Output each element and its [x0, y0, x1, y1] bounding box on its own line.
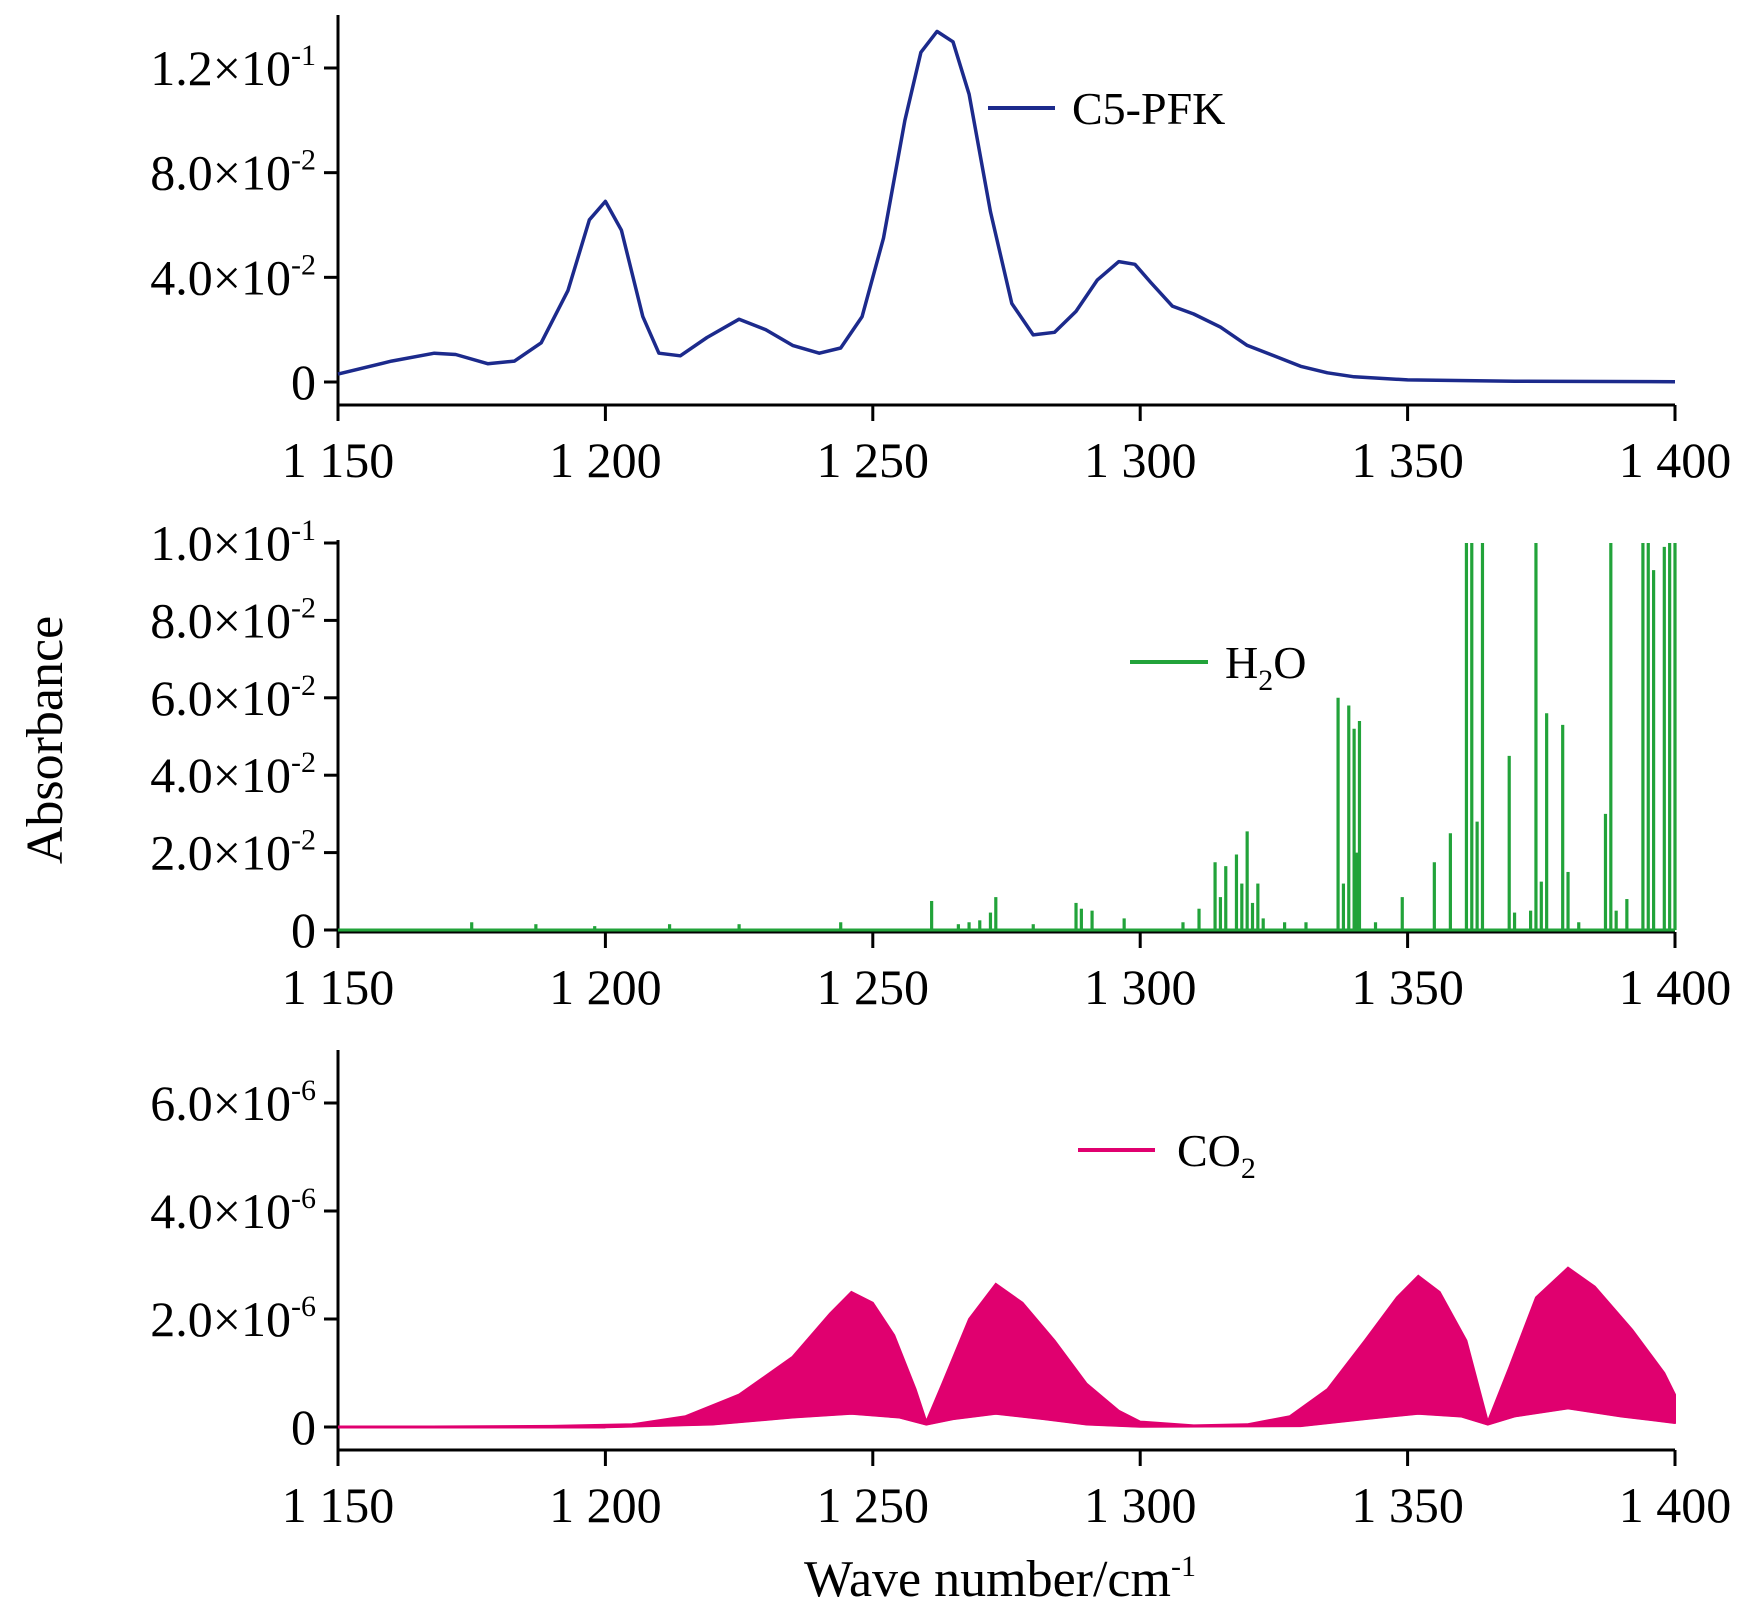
legend-label: C5-PFK — [1072, 83, 1225, 134]
y-tick-exponent: -2 — [291, 669, 316, 702]
y-tick-label: 1.0×10-1 — [150, 514, 316, 571]
y-tick-exponent: -6 — [291, 1182, 316, 1215]
y-tick-mantissa: 6.0×10 — [150, 670, 291, 726]
y-tick-label: 4.0×10-2 — [150, 746, 316, 803]
y-tick-label: 1.2×10-1 — [150, 39, 316, 96]
x-tick-label: 1 150 — [282, 432, 395, 488]
y-tick-exponent: -2 — [291, 144, 316, 177]
y-tick-exponent: -1 — [291, 514, 316, 547]
y-tick-mantissa: 2.0×10 — [150, 1291, 291, 1347]
y-tick-exponent: -6 — [291, 1290, 316, 1323]
y-tick-label: 4.0×10-2 — [150, 248, 316, 305]
x-tick-label: 1 400 — [1619, 959, 1732, 1015]
y-tick-mantissa: 6.0×10 — [150, 1075, 291, 1131]
y-tick-mantissa: 8.0×10 — [150, 592, 291, 648]
panel-2: 1 150 1 200 1 250 1 300 1 350 1 40002.0×10-24… — [17, 514, 1731, 1015]
y-tick-exponent: -2 — [291, 746, 316, 779]
legend-label-subscript: 2 — [1241, 1152, 1256, 1185]
x-tick-label: 1 350 — [1351, 1477, 1464, 1533]
y-tick-mantissa: 1.2×10 — [150, 40, 291, 96]
x-axis-title-superscript: -1 — [1171, 1550, 1196, 1583]
y-tick-label: 6.0×10-2 — [150, 669, 316, 726]
y-tick-mantissa: 4.0×10 — [150, 1183, 291, 1239]
x-tick-label: 1 350 — [1351, 432, 1464, 488]
x-tick-label: 1 300 — [1084, 1477, 1197, 1533]
legend-label: H2O — [1225, 637, 1306, 697]
y-tick-mantissa: 8.0×10 — [150, 145, 291, 201]
y-tick-mantissa: 2.0×10 — [150, 825, 291, 881]
x-tick-label: 1 150 — [282, 1477, 395, 1533]
x-tick-label: 1 300 — [1084, 959, 1197, 1015]
y-tick-label: 8.0×10-2 — [150, 591, 316, 648]
x-tick-label: 1 300 — [1084, 432, 1197, 488]
x-axis-title-main: Wave number/cm — [804, 1551, 1171, 1608]
y-tick-exponent: -2 — [291, 591, 316, 624]
x-tick-label: 1 200 — [549, 1477, 662, 1533]
x-tick-label: 1 250 — [817, 1477, 930, 1533]
y-tick-mantissa: 4.0×10 — [150, 249, 291, 305]
y-tick-mantissa: 4.0×10 — [150, 747, 291, 803]
series-lower-envelope — [338, 1406, 1676, 1429]
y-axis-title: Absorbance — [17, 616, 74, 864]
legend-label: CO2 — [1177, 1125, 1256, 1185]
x-tick-label: 1 200 — [549, 432, 662, 488]
legend-label-suffix: O — [1273, 637, 1306, 688]
y-tick-exponent: -2 — [291, 824, 316, 857]
y-tick-label: 2.0×10-2 — [150, 824, 316, 881]
legend-label-main: CO — [1177, 1125, 1241, 1176]
x-tick-label: 1 200 — [549, 959, 662, 1015]
x-tick-label: 1 250 — [817, 432, 930, 488]
y-tick-mantissa: 1.0×10 — [150, 515, 291, 571]
x-tick-label: 1 350 — [1351, 959, 1464, 1015]
y-tick-label: 8.0×10-2 — [150, 144, 316, 201]
x-tick-label: 1 250 — [817, 959, 930, 1015]
x-axis-title: Wave number/cm-1 — [804, 1550, 1196, 1608]
y-tick-exponent: -1 — [291, 39, 316, 72]
y-tick-label: 0 — [291, 354, 316, 410]
panel-1: 1 150 1 200 1 250 1 300 1 350 1 40004.0×10-28… — [150, 15, 1731, 488]
y-tick-label: 0 — [291, 1399, 316, 1455]
x-tick-label: 1 400 — [1619, 1477, 1732, 1533]
series-band — [337, 1266, 1676, 1428]
series-line — [337, 29, 1676, 384]
y-tick-label: 0 — [291, 902, 316, 958]
x-tick-label: 1 400 — [1619, 432, 1732, 488]
x-tick-label: 1 150 — [282, 959, 395, 1015]
y-tick-label: 2.0×10-6 — [150, 1290, 316, 1347]
legend-label-subscript: 2 — [1258, 664, 1273, 697]
panel-3: 1 150 1 200 1 250 1 300 1 350 1 40002.0×10-64… — [150, 1050, 1731, 1608]
legend-label-main: C5-PFK — [1072, 83, 1225, 134]
legend-label-main: H — [1225, 637, 1258, 688]
y-tick-exponent: -6 — [291, 1074, 316, 1107]
y-tick-label: 4.0×10-6 — [150, 1182, 316, 1239]
y-tick-label: 6.0×10-6 — [150, 1074, 316, 1131]
y-tick-exponent: -2 — [291, 248, 316, 281]
